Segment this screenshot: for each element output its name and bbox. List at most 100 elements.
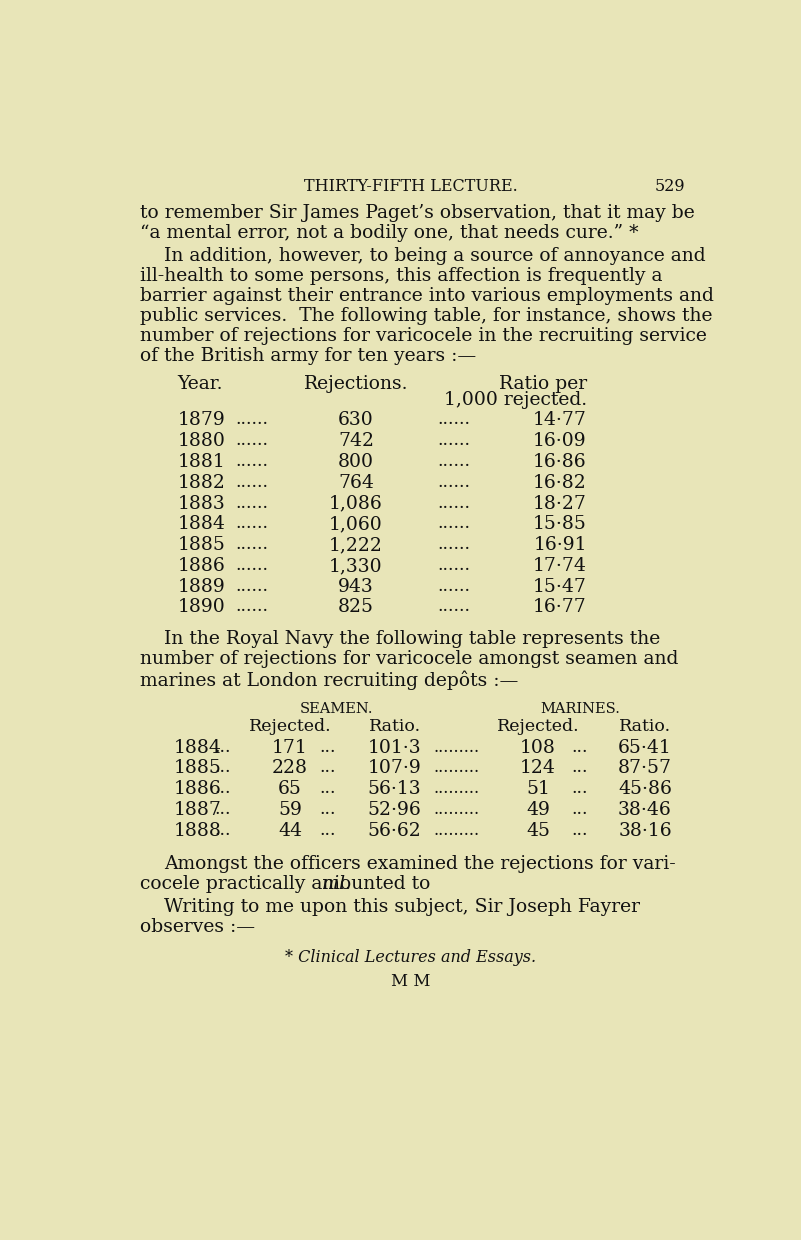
Text: 15·47: 15·47	[533, 578, 587, 595]
Text: ......: ......	[235, 536, 269, 553]
Text: 45·86: 45·86	[618, 780, 672, 799]
Text: 107·9: 107·9	[368, 759, 421, 777]
Text: 1889: 1889	[178, 578, 225, 595]
Text: 87·57: 87·57	[618, 759, 672, 777]
Text: 56·62: 56·62	[368, 822, 421, 839]
Text: In addition, however, to being a source of annoyance and: In addition, however, to being a source …	[163, 247, 706, 265]
Text: 49: 49	[526, 801, 550, 818]
Text: ......: ......	[437, 453, 470, 470]
Text: Writing to me upon this subject, Sir Joseph Fayrer: Writing to me upon this subject, Sir Jos…	[163, 898, 640, 916]
Text: 16·86: 16·86	[533, 453, 587, 471]
Text: 1,060: 1,060	[329, 516, 383, 533]
Text: ...: ...	[571, 759, 588, 776]
Text: public services.  The following table, for instance, shows the: public services. The following table, fo…	[140, 308, 713, 325]
Text: ...: ...	[214, 801, 231, 818]
Text: * Clinical Lectures and Essays.: * Clinical Lectures and Essays.	[285, 949, 537, 966]
Text: ......: ......	[437, 516, 470, 532]
Text: cocele practically amounted to: cocele practically amounted to	[140, 875, 437, 893]
Text: ......: ......	[235, 495, 269, 512]
Text: 1887: 1887	[174, 801, 222, 818]
Text: .........: .........	[433, 801, 480, 818]
Text: 1882: 1882	[178, 474, 226, 492]
Text: 14·77: 14·77	[533, 412, 587, 429]
Text: ill-health to some persons, this affection is frequently a: ill-health to some persons, this affecti…	[140, 268, 663, 285]
Text: 16·91: 16·91	[533, 536, 587, 554]
Text: 124: 124	[520, 759, 556, 777]
Text: ...: ...	[320, 822, 336, 838]
Text: ......: ......	[437, 599, 470, 615]
Text: ...: ...	[571, 822, 588, 838]
Text: 1881: 1881	[178, 453, 225, 471]
Text: 101·3: 101·3	[368, 739, 421, 756]
Text: 1883: 1883	[178, 495, 225, 512]
Text: ......: ......	[437, 578, 470, 595]
Text: ......: ......	[235, 474, 269, 491]
Text: THIRTY-FIFTH LECTURE.: THIRTY-FIFTH LECTURE.	[304, 179, 517, 195]
Text: 764: 764	[338, 474, 374, 492]
Text: 630: 630	[338, 412, 374, 429]
Text: 52·96: 52·96	[368, 801, 421, 818]
Text: 171: 171	[272, 739, 308, 756]
Text: ...: ...	[320, 801, 336, 818]
Text: 1886: 1886	[174, 780, 222, 799]
Text: 1880: 1880	[178, 433, 226, 450]
Text: to remember Sir James Paget’s observation, that it may be: to remember Sir James Paget’s observatio…	[140, 205, 695, 222]
Text: 1885: 1885	[178, 536, 226, 554]
Text: 44: 44	[278, 822, 302, 839]
Text: 228: 228	[272, 759, 308, 777]
Text: 1884: 1884	[178, 516, 226, 533]
Text: 1879: 1879	[178, 412, 225, 429]
Text: ......: ......	[437, 557, 470, 574]
Text: Amongst the officers examined the rejections for vari-: Amongst the officers examined the reject…	[163, 854, 675, 873]
Text: barrier against their entrance into various employments and: barrier against their entrance into vari…	[140, 288, 714, 305]
Text: ...: ...	[571, 780, 588, 797]
Text: 943: 943	[338, 578, 374, 595]
Text: ......: ......	[235, 433, 269, 449]
Text: .........: .........	[433, 780, 480, 797]
Text: SEAMEN.: SEAMEN.	[300, 702, 373, 717]
Text: ......: ......	[235, 599, 269, 615]
Text: 51: 51	[526, 780, 550, 799]
Text: 1890: 1890	[178, 599, 225, 616]
Text: ......: ......	[235, 578, 269, 595]
Text: 16·82: 16·82	[533, 474, 587, 492]
Text: 38·46: 38·46	[618, 801, 672, 818]
Text: MARINES.: MARINES.	[541, 702, 621, 717]
Text: .........: .........	[433, 822, 480, 838]
Text: 1886: 1886	[178, 557, 225, 575]
Text: of the British army for ten years :—: of the British army for ten years :—	[140, 347, 477, 366]
Text: 17·74: 17·74	[533, 557, 587, 575]
Text: 16·09: 16·09	[533, 433, 587, 450]
Text: ...: ...	[214, 780, 231, 797]
Text: ...: ...	[214, 739, 231, 755]
Text: number of rejections for varicocele in the recruiting service: number of rejections for varicocele in t…	[140, 327, 707, 346]
Text: Rejected.: Rejected.	[248, 718, 332, 735]
Text: ......: ......	[437, 433, 470, 449]
Text: .........: .........	[433, 739, 480, 755]
Text: Ratio.: Ratio.	[619, 718, 671, 735]
Text: 742: 742	[338, 433, 374, 450]
Text: 18·27: 18·27	[533, 495, 587, 512]
Text: marines at London recruiting depôts :—: marines at London recruiting depôts :—	[140, 670, 519, 689]
Text: In the Royal Navy the following table represents the: In the Royal Navy the following table re…	[163, 630, 660, 649]
Text: 1,330: 1,330	[329, 557, 383, 575]
Text: ......: ......	[437, 536, 470, 553]
Text: M M: M M	[391, 973, 431, 991]
Text: ...: ...	[571, 801, 588, 818]
Text: ......: ......	[437, 412, 470, 428]
Text: 38·16: 38·16	[618, 822, 672, 839]
Text: Rejected.: Rejected.	[497, 718, 579, 735]
Text: ......: ......	[235, 453, 269, 470]
Text: 1,086: 1,086	[329, 495, 383, 512]
Text: 1,000 rejected.: 1,000 rejected.	[444, 391, 587, 409]
Text: ...: ...	[320, 759, 336, 776]
Text: Rejections.: Rejections.	[304, 376, 409, 393]
Text: “a mental error, not a bodily one, that needs cure.” *: “a mental error, not a bodily one, that …	[140, 224, 639, 242]
Text: 1884: 1884	[174, 739, 222, 756]
Text: 1888: 1888	[174, 822, 222, 839]
Text: ......: ......	[235, 557, 269, 574]
Text: 800: 800	[338, 453, 374, 471]
Text: ......: ......	[437, 474, 470, 491]
Text: ......: ......	[235, 412, 269, 428]
Text: 59: 59	[278, 801, 302, 818]
